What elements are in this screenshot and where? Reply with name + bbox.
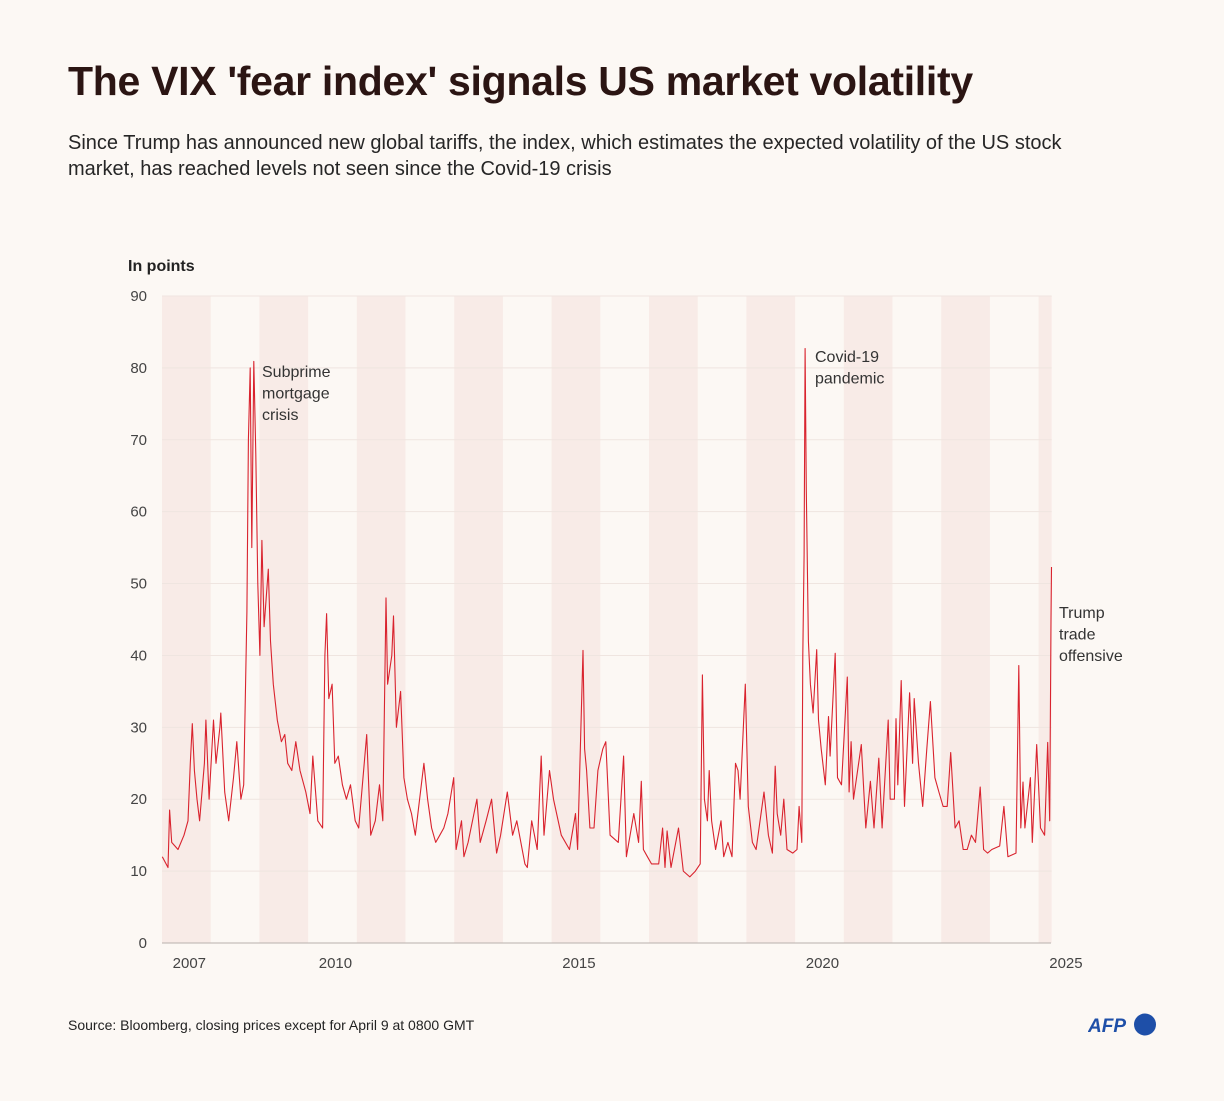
afp-logo: AFP bbox=[1088, 1013, 1156, 1037]
annotation-line: trade bbox=[1059, 627, 1096, 644]
x-tick-label: 2010 bbox=[319, 955, 352, 972]
chart-subtitle: Since Trump has announced new global tar… bbox=[68, 132, 1062, 180]
y-tick-label: 30 bbox=[130, 719, 147, 736]
y-tick-label: 70 bbox=[130, 432, 147, 449]
annotation-line: Subprime bbox=[262, 364, 331, 381]
x-tick-label: 2015 bbox=[562, 955, 595, 972]
vix-series-line bbox=[161, 347, 1053, 878]
y-tick-label: 40 bbox=[130, 647, 147, 664]
x-tick-label: 2007 bbox=[173, 955, 206, 972]
y-tick-label: 10 bbox=[130, 863, 147, 880]
year-bands bbox=[162, 296, 1052, 943]
y-tick-label: 0 bbox=[139, 935, 147, 952]
year-band-2019 bbox=[746, 296, 796, 943]
source-note: Source: Bloomberg, closing prices except… bbox=[68, 1017, 475, 1033]
annotation-trump: Trump trade offensive bbox=[1059, 605, 1123, 665]
annotation-line: Covid-19 bbox=[815, 349, 879, 366]
annotation-line: crisis bbox=[262, 407, 298, 424]
year-band-2007 bbox=[162, 296, 211, 943]
annotation-covid-19: Covid-19 pandemic bbox=[815, 349, 884, 388]
y-tick-label: 60 bbox=[130, 504, 147, 521]
gridlines bbox=[162, 295, 1052, 872]
y-tick-label: 90 bbox=[130, 288, 147, 305]
year-band-2021 bbox=[843, 296, 893, 943]
y-tick-label: 20 bbox=[130, 791, 147, 808]
year-band-2009 bbox=[259, 296, 309, 943]
annotations: Subprime mortgage crisis Covid-19 pandemic Tr… bbox=[262, 349, 1123, 665]
x-tick-labels: 2007 2010 2015 2020 2025 bbox=[173, 955, 1083, 972]
annotation-subprime: Subprime mortgage crisis bbox=[262, 364, 331, 424]
y-tick-labels: 0 10 20 30 40 50 60 70 80 90 bbox=[130, 288, 147, 952]
annotation-line: mortgage bbox=[262, 386, 330, 403]
x-tick-label: 2020 bbox=[806, 955, 839, 972]
year-band-2023 bbox=[941, 296, 990, 943]
y-tick-label: 80 bbox=[130, 360, 147, 377]
chart-title: The VIX 'fear index' signals US market v… bbox=[68, 58, 973, 104]
year-band-2015 bbox=[551, 296, 601, 943]
annotation-line: Trump bbox=[1059, 605, 1105, 622]
y-tick-label: 50 bbox=[130, 576, 147, 593]
annotation-line: pandemic bbox=[815, 371, 884, 388]
year-band-2011 bbox=[356, 296, 406, 943]
year-band-2025 bbox=[1038, 296, 1052, 943]
x-tick-label: 2025 bbox=[1049, 955, 1082, 972]
annotation-line: offensive bbox=[1059, 648, 1123, 665]
afp-logo-text: AFP bbox=[1088, 1016, 1126, 1037]
year-band-2017 bbox=[649, 296, 698, 943]
y-axis-label: In points bbox=[128, 258, 195, 275]
afp-logo-circle-icon bbox=[1134, 1013, 1156, 1036]
